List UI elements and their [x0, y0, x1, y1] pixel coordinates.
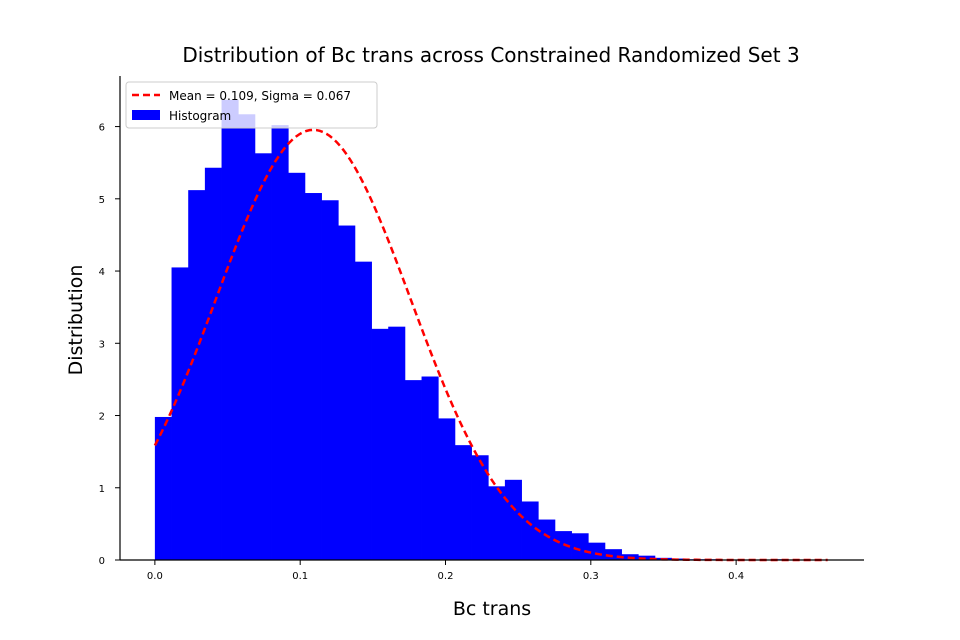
- histogram-bar: [538, 519, 556, 560]
- y-tick-label: 1: [99, 484, 105, 495]
- histogram-bar: [638, 555, 656, 560]
- histogram-bar: [204, 167, 222, 560]
- legend-box: [125, 81, 378, 129]
- histogram-bar: [188, 190, 206, 560]
- histogram-bar: [421, 376, 439, 560]
- histogram-bar: [554, 531, 572, 560]
- y-tick-label: 6: [99, 123, 105, 134]
- histogram-bar: [671, 558, 689, 560]
- histogram-bar: [271, 125, 289, 561]
- histogram-bar: [571, 533, 589, 560]
- legend-label-fit: Mean = 0.109, Sigma = 0.067: [169, 89, 351, 103]
- histogram-bar: [154, 416, 172, 560]
- histogram-bar: [454, 445, 472, 560]
- histogram-bar: [438, 418, 456, 560]
- y-tick-label: 5: [99, 195, 105, 206]
- y-axis-ticks: 0 1 2 3 4 5 6: [99, 123, 120, 567]
- x-tick-label: 0.4: [728, 571, 744, 582]
- x-tick-label: 0.1: [292, 571, 308, 582]
- histogram-bar: [371, 328, 389, 560]
- y-tick-label: 0: [99, 556, 105, 567]
- x-tick-label: 0.3: [583, 571, 599, 582]
- histogram-bar: [238, 114, 256, 561]
- histogram-bar: [288, 172, 306, 561]
- histogram-bar: [404, 380, 422, 560]
- histogram-bar: [521, 501, 539, 560]
- y-axis-label: Distribution: [65, 265, 87, 376]
- histogram-bar: [254, 153, 272, 560]
- histogram-bar: [471, 455, 489, 560]
- legend-label-histogram: Histogram: [169, 109, 231, 123]
- histogram-bar: [321, 200, 339, 561]
- histogram-bar: [504, 479, 522, 560]
- x-axis-ticks: 0.0 0.1 0.2 0.3 0.4: [147, 560, 744, 582]
- x-tick-label: 0.0: [147, 571, 163, 582]
- y-tick-label: 3: [99, 339, 105, 350]
- histogram-bar: [604, 549, 622, 560]
- histogram-bar: [171, 267, 189, 560]
- histogram-bar: [221, 99, 239, 560]
- legend-bar-swatch: [132, 110, 160, 120]
- histogram-bars: [154, 99, 789, 561]
- histogram-bar: [354, 261, 372, 560]
- y-tick-label: 4: [99, 267, 105, 278]
- x-axis-label: Bc trans: [453, 598, 531, 620]
- gaussian-fit-line: [153, 128, 828, 562]
- y-tick-label: 2: [99, 412, 105, 423]
- histogram-bar: [488, 486, 506, 560]
- histogram-bar: [304, 193, 322, 561]
- histogram-bar: [388, 326, 406, 560]
- histogram-bar: [338, 225, 356, 560]
- x-tick-label: 0.2: [438, 571, 454, 582]
- legend: Mean = 0.109, Sigma = 0.067 Histogram: [125, 81, 378, 129]
- chart-title: Distribution of Bc trans across Constrai…: [182, 43, 799, 67]
